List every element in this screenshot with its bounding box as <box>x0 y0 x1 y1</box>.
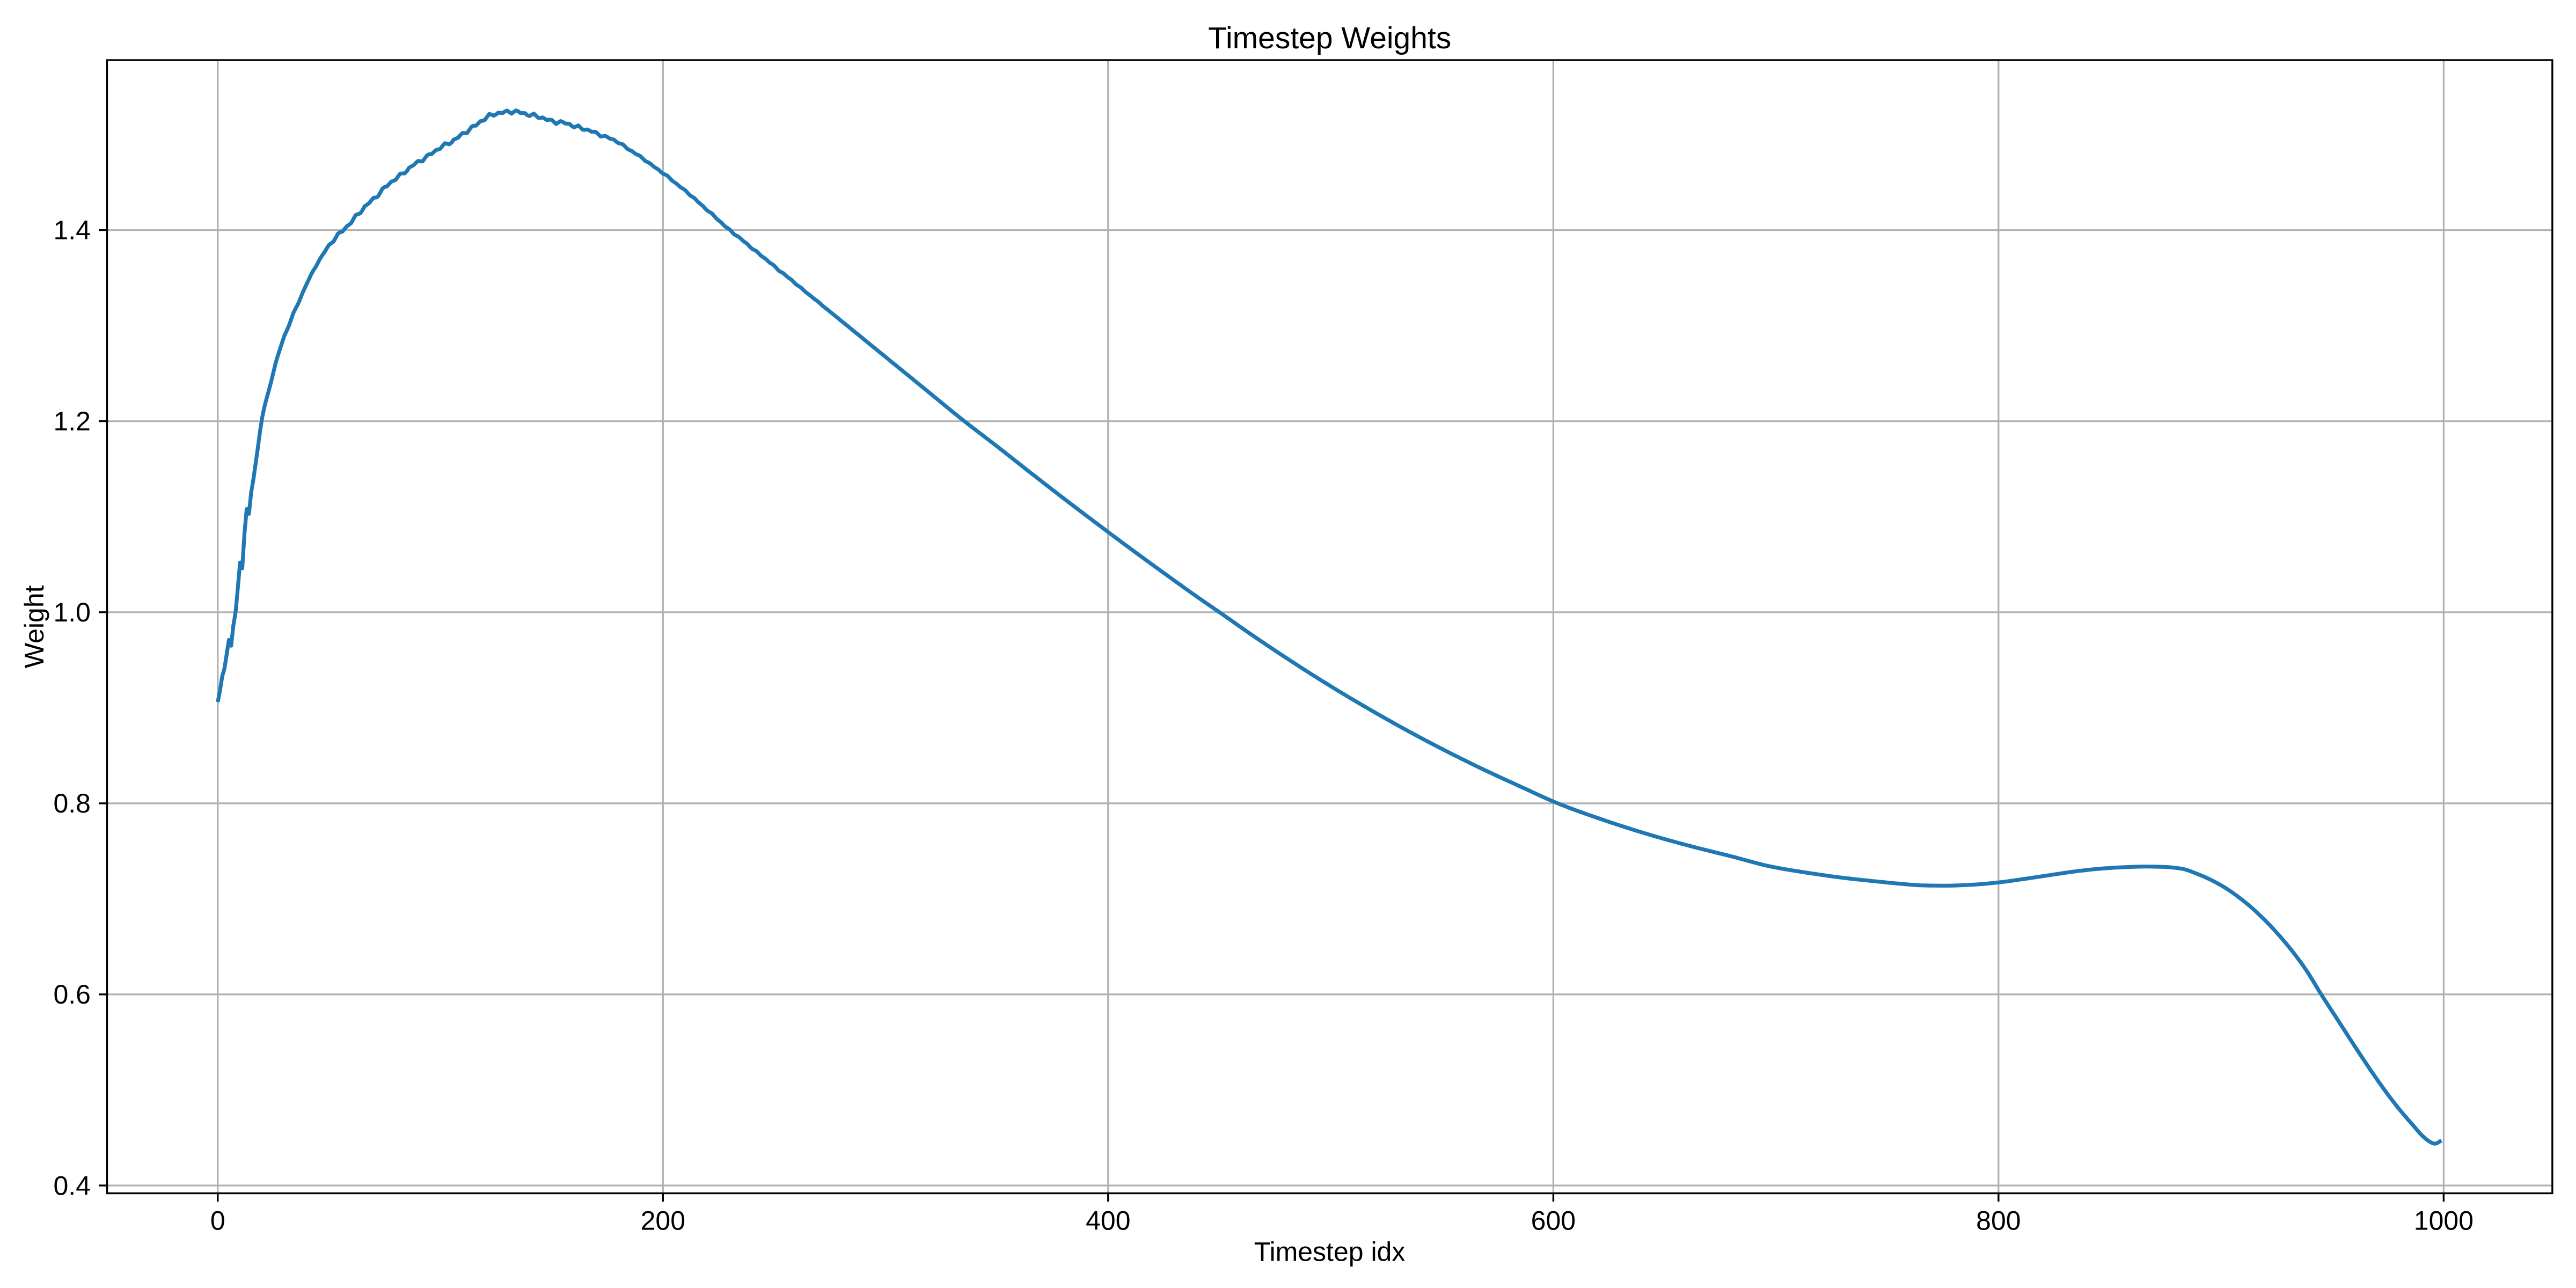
svg-text:200: 200 <box>641 1205 685 1235</box>
svg-text:600: 600 <box>1531 1205 1576 1235</box>
svg-text:0.6: 0.6 <box>53 979 91 1009</box>
svg-text:800: 800 <box>1976 1205 2021 1235</box>
svg-text:400: 400 <box>1086 1205 1130 1235</box>
svg-text:Timestep Weights: Timestep Weights <box>1208 21 1451 55</box>
svg-text:1.0: 1.0 <box>53 597 91 627</box>
svg-text:Weight: Weight <box>19 585 49 668</box>
svg-text:0.4: 0.4 <box>53 1170 91 1201</box>
svg-text:1.4: 1.4 <box>53 215 91 245</box>
svg-text:0.8: 0.8 <box>53 788 91 818</box>
svg-text:0: 0 <box>210 1205 225 1235</box>
svg-text:1.2: 1.2 <box>53 406 91 436</box>
svg-text:1000: 1000 <box>2414 1205 2473 1235</box>
svg-text:Timestep idx: Timestep idx <box>1254 1236 1406 1267</box>
